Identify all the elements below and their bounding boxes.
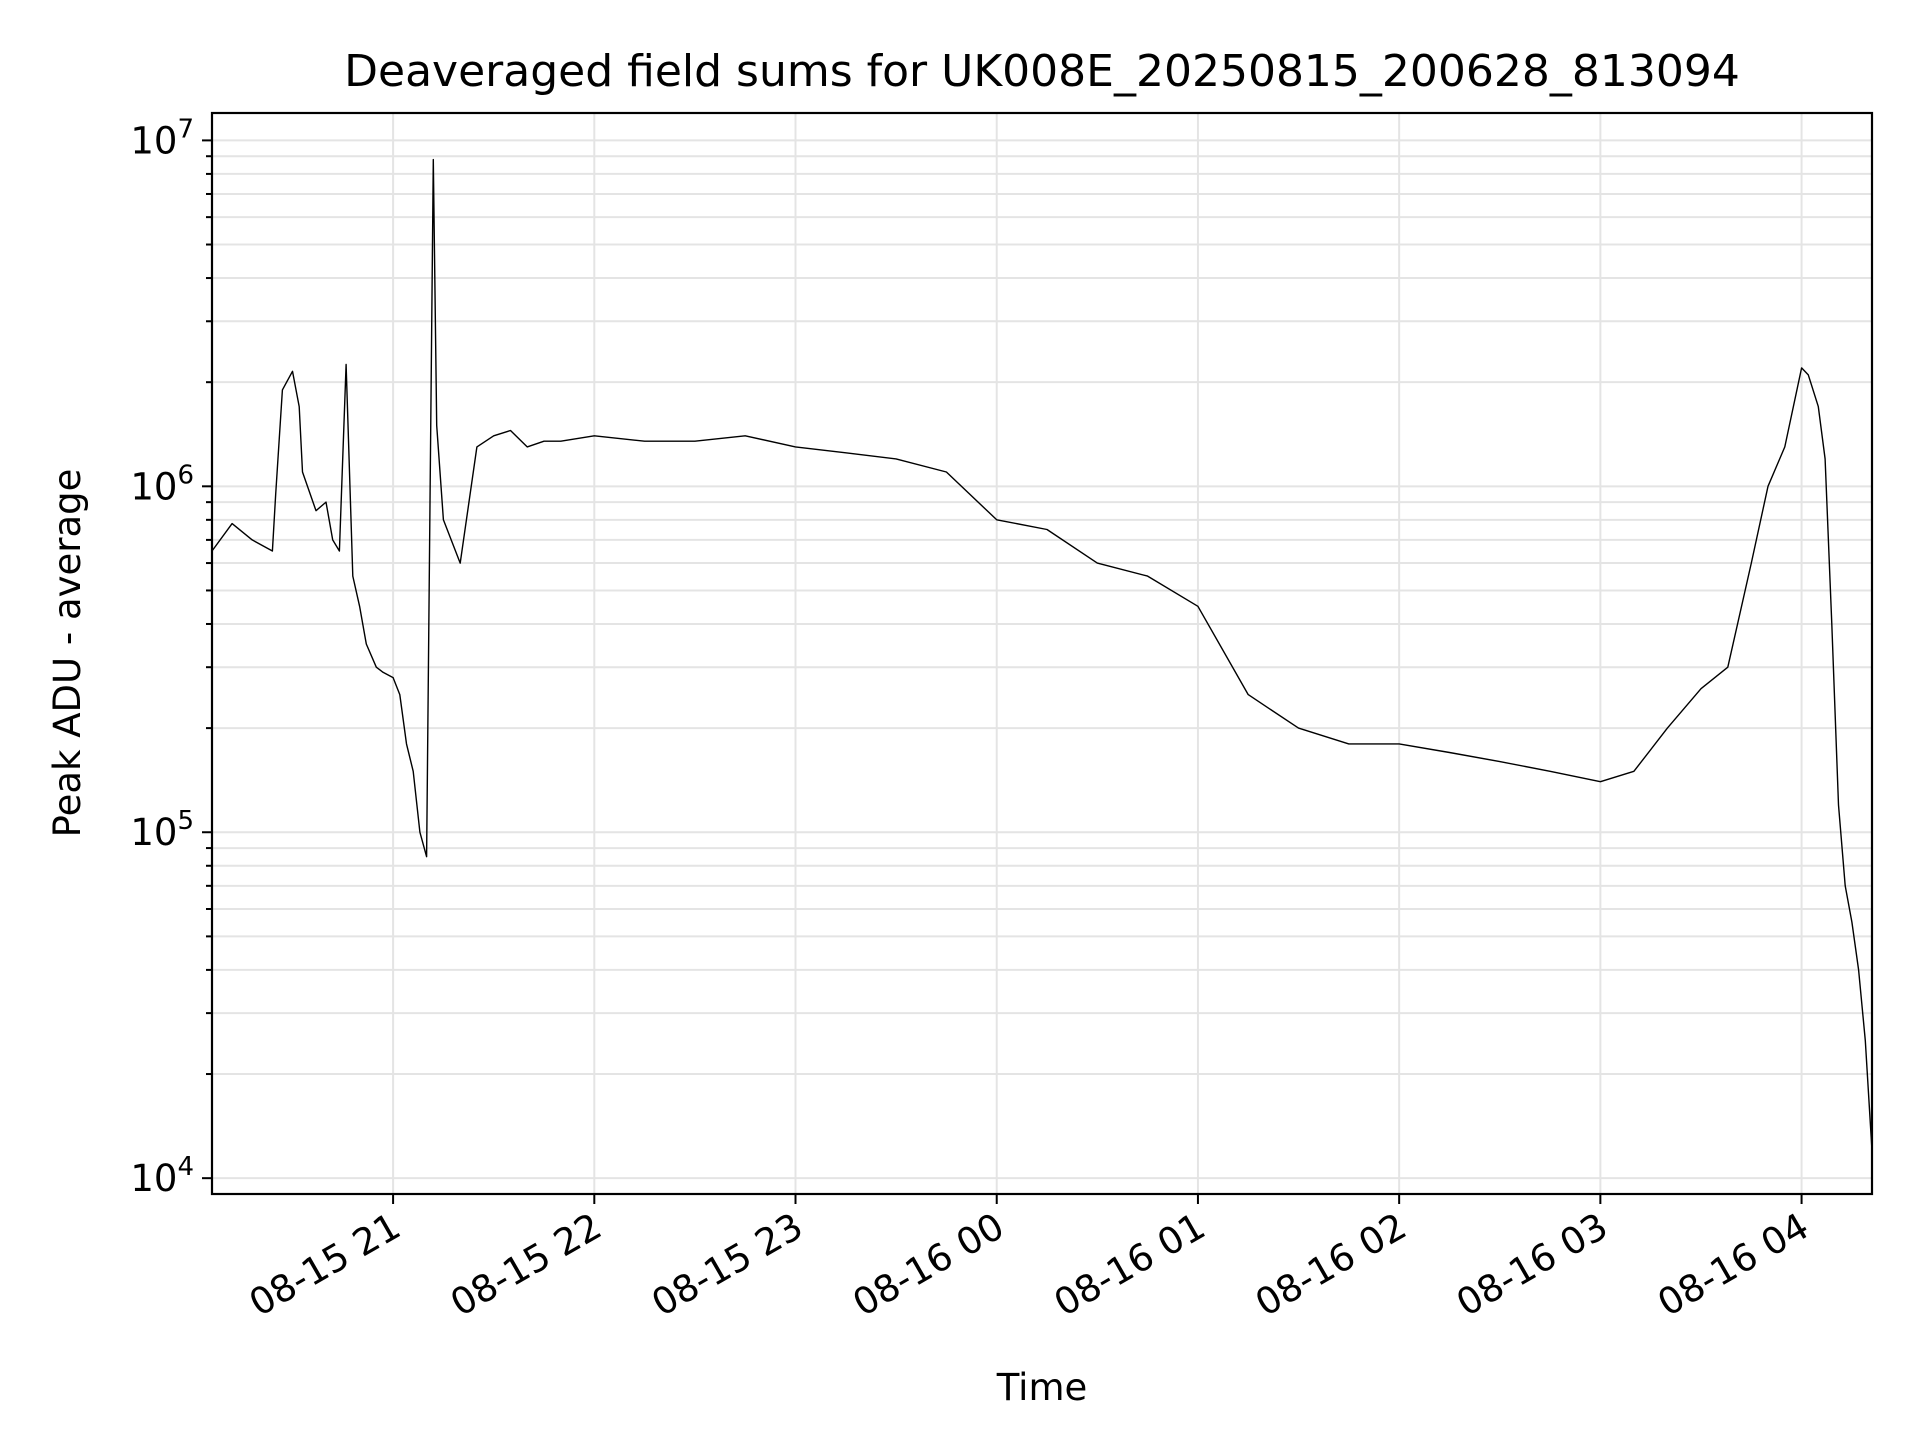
y-tick-label: 104 [130, 1152, 194, 1200]
data-layer [211, 158, 1873, 1151]
chart-title: Deaveraged field sums for UK008E_2025081… [344, 46, 1740, 97]
grid [212, 113, 1872, 1194]
plot-frame [210, 111, 1874, 1196]
x-axis-label: Time [996, 1366, 1088, 1409]
y-tick-label: 107 [130, 114, 194, 162]
y-tick-label: 105 [130, 806, 194, 854]
y-tick-label: 106 [130, 460, 194, 508]
series-line [211, 158, 1873, 1151]
y-axis-label: Peak ADU - average [46, 469, 89, 838]
